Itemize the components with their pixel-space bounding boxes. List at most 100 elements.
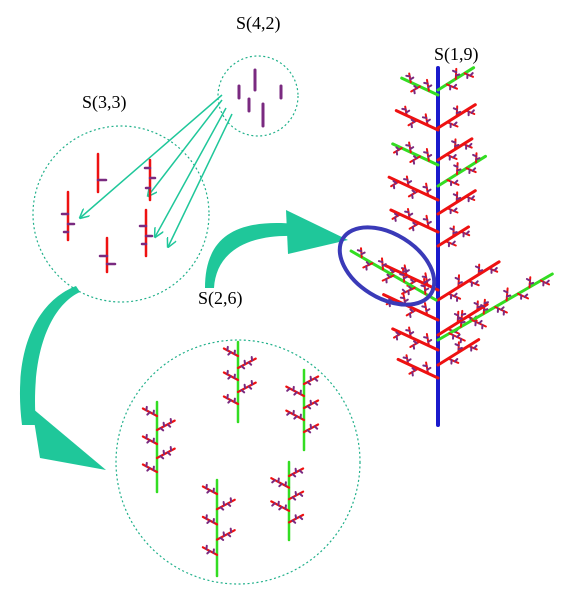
tick xyxy=(405,329,411,332)
s33-plant xyxy=(96,152,108,194)
s33-plant xyxy=(143,158,157,202)
tick xyxy=(452,154,457,159)
tick xyxy=(425,308,431,312)
twig xyxy=(410,85,421,93)
twig xyxy=(425,214,430,229)
twig xyxy=(459,230,471,237)
branch xyxy=(436,103,477,130)
twig xyxy=(445,83,458,90)
twig xyxy=(539,279,550,286)
twig xyxy=(447,357,460,364)
tick xyxy=(476,305,482,309)
twig xyxy=(487,267,499,273)
twig xyxy=(465,109,476,115)
tick xyxy=(399,296,406,300)
twig xyxy=(462,143,473,149)
tick xyxy=(453,313,460,317)
tick xyxy=(409,308,415,313)
curved-arrow-up xyxy=(205,210,348,288)
tick xyxy=(298,492,304,497)
branch xyxy=(436,66,476,92)
twig xyxy=(407,189,420,198)
tick xyxy=(298,515,304,521)
tick xyxy=(422,364,428,368)
tick xyxy=(424,287,430,292)
branch xyxy=(389,208,440,234)
tick xyxy=(453,292,458,298)
tick xyxy=(402,356,408,360)
twig xyxy=(477,263,481,276)
twig xyxy=(475,152,478,164)
tick xyxy=(426,366,432,371)
tick xyxy=(478,319,483,325)
tick xyxy=(313,377,319,382)
tick xyxy=(474,280,479,285)
tick xyxy=(413,85,418,90)
tick xyxy=(243,359,247,366)
tick xyxy=(406,358,412,363)
tick xyxy=(454,343,460,347)
tick xyxy=(313,401,319,406)
twig xyxy=(463,72,474,78)
tick xyxy=(166,451,172,456)
twig xyxy=(393,332,403,339)
tick xyxy=(146,439,151,444)
tick xyxy=(411,189,417,194)
twig xyxy=(425,333,430,347)
s26-plant xyxy=(201,478,236,578)
tick xyxy=(453,121,458,126)
tick xyxy=(465,230,470,235)
tick xyxy=(523,293,529,298)
twig xyxy=(390,180,400,188)
branch xyxy=(382,293,440,322)
tick xyxy=(219,506,225,511)
tick xyxy=(407,180,413,184)
tick xyxy=(426,220,432,225)
tick xyxy=(159,427,165,432)
tick xyxy=(453,164,459,168)
tick xyxy=(422,218,429,221)
tick xyxy=(409,331,415,335)
branch xyxy=(436,260,501,302)
tick xyxy=(493,267,498,272)
tick xyxy=(399,273,405,277)
twig xyxy=(408,72,412,84)
tick xyxy=(306,381,312,386)
tick xyxy=(405,74,411,78)
twig xyxy=(424,113,429,127)
tick xyxy=(222,531,226,537)
tick xyxy=(162,421,166,428)
mapping-arrows xyxy=(80,94,233,247)
tick xyxy=(227,351,232,356)
twig xyxy=(476,300,479,312)
tick xyxy=(455,110,462,114)
tick xyxy=(240,365,246,370)
tick xyxy=(423,151,429,154)
twig xyxy=(408,141,412,154)
branch xyxy=(394,105,440,132)
branch xyxy=(396,354,440,380)
twig xyxy=(455,105,459,118)
label-s42: S(4,2) xyxy=(236,13,281,34)
s42-segments xyxy=(237,68,283,128)
tick xyxy=(381,263,387,267)
tick xyxy=(505,294,512,298)
tick xyxy=(247,361,253,366)
twig xyxy=(381,257,384,271)
tick xyxy=(420,284,426,288)
branch xyxy=(436,189,477,216)
twig xyxy=(424,272,429,287)
tick xyxy=(425,118,431,123)
twig xyxy=(445,153,458,160)
tick xyxy=(159,455,165,460)
tick xyxy=(454,144,460,148)
twig xyxy=(457,341,460,354)
twig xyxy=(393,147,403,154)
branch xyxy=(387,175,440,202)
tick xyxy=(471,167,477,172)
twig xyxy=(446,179,460,186)
twig xyxy=(362,262,374,269)
tick xyxy=(306,429,312,434)
tick xyxy=(422,185,428,189)
tick xyxy=(227,399,232,404)
